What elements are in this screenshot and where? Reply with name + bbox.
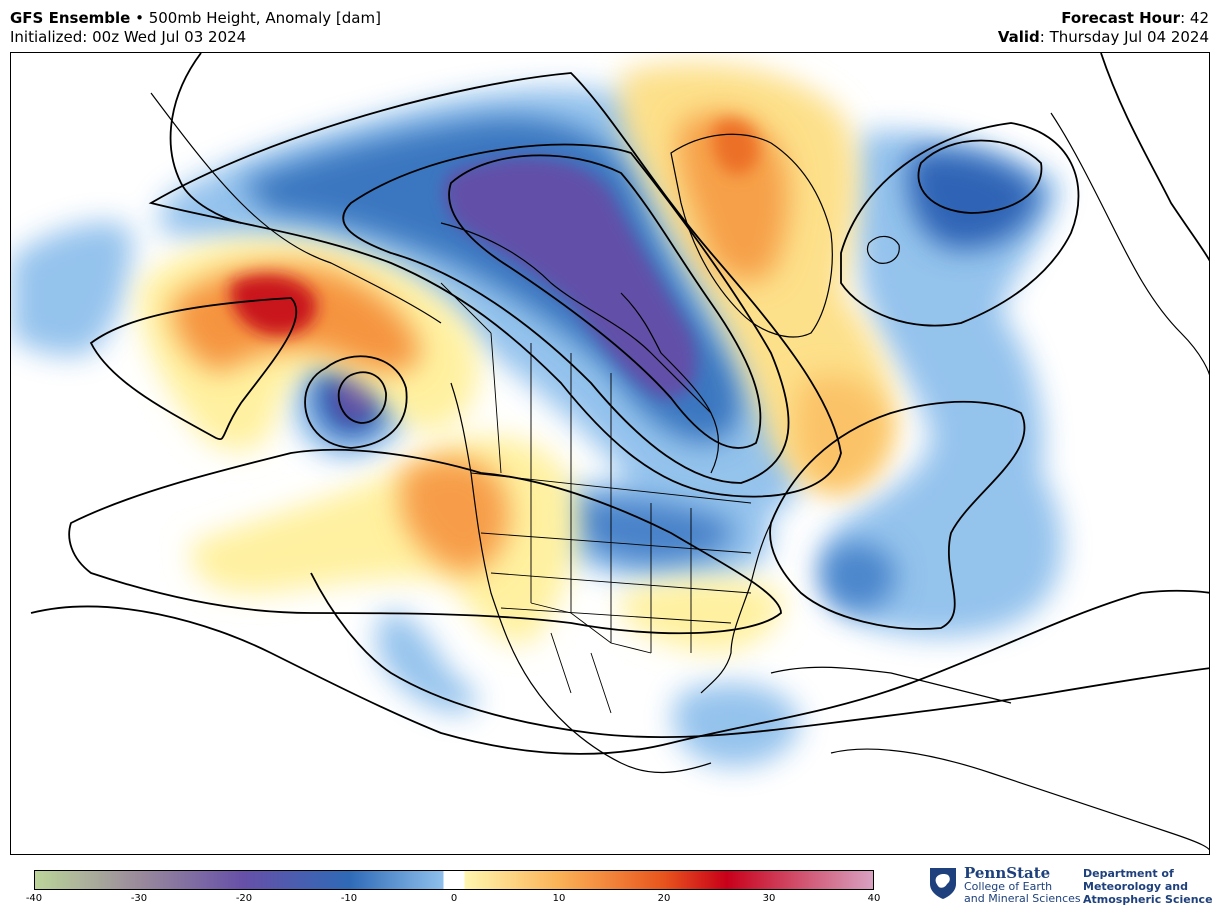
offshore-mexico-negative-anomaly [376, 611, 478, 713]
us-borders [440, 282, 752, 714]
south-america-coast [830, 748, 1209, 851]
contour-line [769, 400, 1026, 630]
state-lines [480, 493, 752, 653]
pacific-negative-anomaly [11, 222, 132, 356]
contour-line [68, 448, 782, 635]
colorbar-svg [34, 870, 874, 890]
title-separator: • [130, 9, 149, 27]
valid-label: Valid [997, 28, 1040, 46]
greenland-coast [670, 133, 833, 338]
anomaly-fill [11, 63, 1063, 767]
atlantic-low-core [821, 542, 896, 612]
colorbar-tick-label: 10 [552, 893, 566, 904]
dept-line-3: Atmospheric Science [1083, 893, 1213, 906]
arctic-negative-anomaly-mid [241, 117, 742, 444]
canada-province-lines [440, 282, 612, 498]
greenland-positive-anomaly-core [712, 119, 759, 175]
contour-line [337, 371, 387, 424]
pacific-northwest-positive-anomaly [401, 456, 510, 573]
west-coast [450, 382, 712, 773]
forecast-hour: Forecast Hour: 42 [1061, 9, 1209, 28]
contour-line [148, 72, 842, 498]
scandinavia-negative-anomaly [907, 150, 1041, 249]
greenland-positive-anomaly-mid [677, 113, 789, 281]
forecast-hour-value: : 42 [1180, 9, 1209, 27]
colorbar-tick-label: 30 [762, 893, 776, 904]
contour-line [30, 589, 1209, 755]
us-mexico-border [530, 602, 652, 654]
college-line-1: College of Earth [964, 880, 1053, 893]
colorbar-tick-label: 40 [867, 893, 881, 904]
iceland-coast [866, 235, 900, 264]
mexico-lines [550, 632, 612, 714]
colorbar-tick-label: -10 [340, 893, 358, 904]
college-line-2: and Mineral Sciences [964, 892, 1081, 905]
height-contours [30, 53, 1209, 755]
valid-value: : Thursday Jul 04 2024 [1039, 28, 1209, 46]
hudson-bay-coast [620, 292, 720, 474]
colorbar-tick-label: -40 [25, 893, 43, 904]
contour-line [448, 154, 762, 449]
alaska-coast [150, 92, 442, 324]
eastern-canada-positive-anomaly [795, 375, 891, 493]
contour-line [342, 143, 790, 484]
contour-line [89, 297, 298, 441]
map-title: GFS Ensemble • 500mb Height, Anomaly [da… [10, 9, 381, 28]
initialized-time: Initialized: 00z Wed Jul 03 2024 [10, 28, 247, 46]
contour-line [1100, 53, 1209, 262]
contour-line [169, 53, 242, 224]
southeast-us-positive-anomaly [621, 578, 783, 653]
colorbar-gradient [34, 870, 874, 890]
europe-coast [1050, 112, 1209, 376]
valid-time: Valid: Thursday Jul 04 2024 [998, 28, 1209, 47]
pennstate-logo: PennState College of Earth and Mineral S… [928, 864, 1213, 910]
colorbar-tick-label: -20 [235, 893, 253, 904]
forecast-hour-label: Forecast Hour [1061, 9, 1181, 27]
contour-line [840, 122, 1080, 327]
colorbar [34, 870, 874, 890]
caribbean-coast [770, 666, 1012, 704]
central-america-negative-anomaly [672, 683, 801, 767]
anomaly-map [11, 53, 1209, 851]
coastlines [150, 92, 1209, 851]
dept-line-2: Meteorology and [1083, 880, 1188, 893]
nittany-lion-shield-icon [930, 868, 956, 899]
dept-line-1: Department of [1083, 867, 1174, 880]
map-panel [10, 52, 1210, 855]
colorbar-tick-label: 0 [450, 893, 458, 904]
contour-line [917, 139, 1043, 214]
atlantic-negative-anomaly [823, 131, 1063, 637]
pennstate-name: PennState [964, 864, 1051, 882]
canada-arctic-coast [440, 222, 712, 414]
colorbar-tick-label: -30 [130, 893, 148, 904]
model-name: GFS Ensemble [10, 9, 131, 27]
field-name: 500mb Height, Anomaly [dam] [148, 9, 381, 27]
east-coast [700, 522, 772, 694]
contour-line [304, 355, 408, 449]
colorbar-tick-label: 20 [657, 893, 671, 904]
contour-line [310, 572, 1209, 739]
